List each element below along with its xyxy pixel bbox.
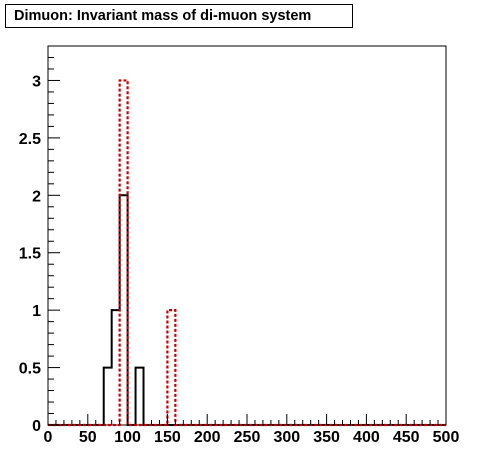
histogram-bin-s1-5 (136, 368, 144, 425)
histogram-bin-s2-1 (120, 80, 128, 425)
chart-title: Dimuon: Invariant mass of di-muon system (5, 4, 353, 28)
y-tick-label: 2 (32, 188, 41, 205)
y-tick-label: 1.5 (19, 246, 41, 263)
y-tick-label: 0 (32, 418, 41, 435)
x-tick-label: 250 (234, 429, 261, 446)
x-tick-label: 100 (114, 429, 141, 446)
x-tick-label: 150 (154, 429, 181, 446)
y-tick-label: 3 (32, 73, 41, 90)
x-tick-label: 500 (433, 429, 460, 446)
x-tick-label: 50 (79, 429, 97, 446)
x-tick-label: 350 (313, 429, 340, 446)
histogram-bin-s1-2 (112, 310, 120, 425)
x-tick-label: 450 (393, 429, 420, 446)
x-tick-label: 200 (194, 429, 221, 446)
histogram-series-2 (48, 79, 446, 427)
y-tick-label: 2.5 (19, 131, 41, 148)
series-layer (48, 79, 446, 427)
axis-layer: 0 50 100 150 200 250 300 350 400 450 500 0 0.5 1 1.5 2 2… (19, 45, 460, 446)
histogram-bin-s2-2 (167, 310, 175, 425)
x-tick-label: 0 (44, 429, 53, 446)
histogram-series-1 (48, 194, 446, 426)
y-tick-label: 1 (32, 303, 41, 320)
histogram-bin-s1-3 (120, 195, 128, 425)
x-tick-label: 400 (353, 429, 380, 446)
histogram-bin-s1-1 (104, 368, 112, 425)
y-tick-label: 0.5 (19, 361, 41, 378)
x-tick-label: 300 (273, 429, 300, 446)
